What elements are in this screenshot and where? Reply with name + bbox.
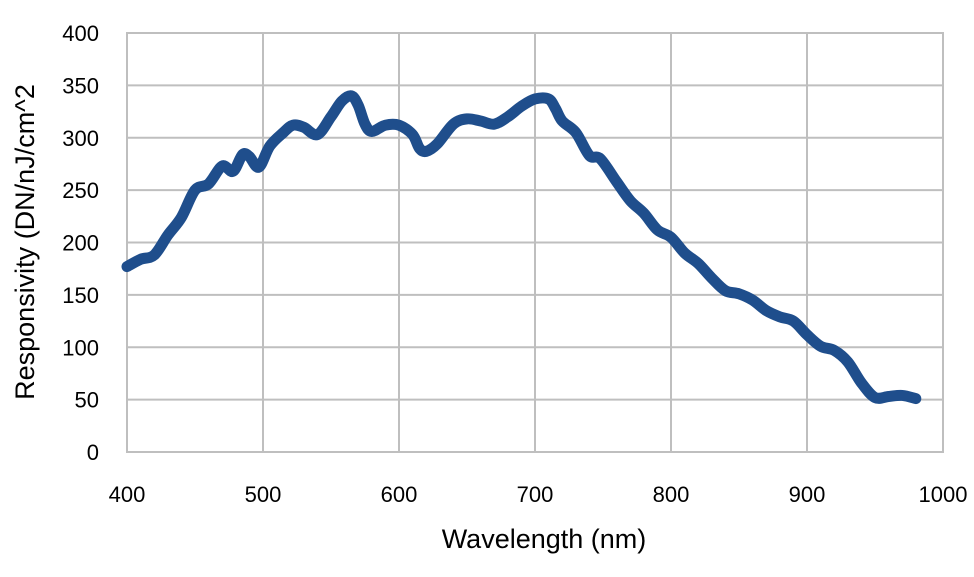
plot-area-border [126, 32, 944, 453]
y-tick-label: 100 [62, 335, 99, 360]
series-layer [121, 90, 922, 405]
x-tick-label: 700 [517, 482, 554, 507]
y-tick-label: 150 [62, 283, 99, 308]
series-line-responsivity [121, 90, 922, 405]
y-axis-title: Responsivity (DN/nJ/cm^2 [10, 84, 40, 400]
y-tick-label: 400 [62, 21, 99, 46]
y-tick-label: 250 [62, 178, 99, 203]
x-axis-title: Wavelength (nm) [442, 524, 647, 554]
x-tick-label: 500 [245, 482, 282, 507]
y-tick-label: 200 [62, 231, 99, 256]
y-tick-label: 50 [75, 388, 99, 413]
x-tick-label: 900 [789, 482, 826, 507]
x-tick-label: 600 [381, 482, 418, 507]
x-tick-label: 1000 [919, 482, 968, 507]
x-tick-label: 400 [109, 482, 146, 507]
y-tick-label: 0 [87, 440, 99, 465]
x-tick-label: 800 [653, 482, 690, 507]
axes: 0 50 100 150 200 250 300 350 400 400 500 600 700 800 9… [62, 21, 967, 507]
y-tick-label: 350 [62, 73, 99, 98]
y-tick-label: 300 [62, 126, 99, 151]
